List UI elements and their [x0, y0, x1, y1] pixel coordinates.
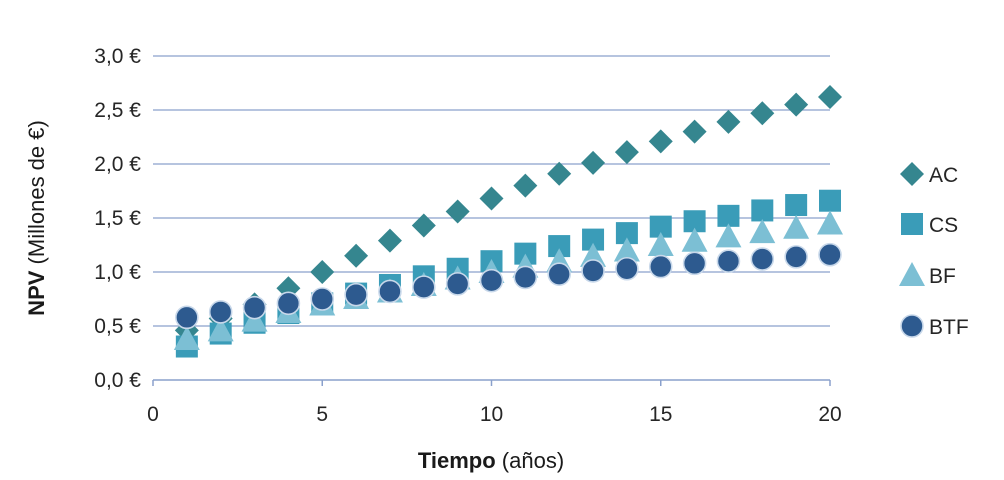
- point-cs: [717, 204, 740, 227]
- y-tick-label: 3,0 €: [94, 45, 141, 68]
- x-axis-title: Tiempo (años): [418, 448, 564, 473]
- point-ac: [682, 119, 707, 144]
- point-ac: [310, 260, 335, 284]
- series-bf: [173, 210, 843, 351]
- legend: AC CS BF BTF: [899, 162, 969, 339]
- point-btf: [310, 287, 335, 311]
- point-cs: [819, 189, 841, 212]
- point-cs: [615, 222, 638, 245]
- point-bf: [681, 227, 708, 252]
- legend-item-cs: CS: [901, 213, 958, 237]
- x-tick-label: 20: [818, 403, 841, 426]
- point-btf: [411, 275, 436, 299]
- y-tick-label: 0,5 €: [94, 315, 141, 338]
- point-btf: [818, 242, 842, 267]
- point-ac: [750, 101, 775, 126]
- point-ac: [547, 161, 572, 186]
- point-cs: [582, 228, 605, 251]
- y-tick-label: 1,5 €: [94, 207, 141, 230]
- x-tick-label: 0: [147, 403, 159, 426]
- point-ac: [784, 92, 809, 117]
- y-tick-label: 2,5 €: [94, 99, 141, 122]
- point-bf: [647, 232, 674, 257]
- point-cs: [649, 215, 672, 238]
- point-btf: [581, 259, 605, 283]
- legend-label: CS: [929, 214, 958, 237]
- point-bf: [173, 325, 200, 351]
- point-ac: [344, 243, 369, 268]
- point-bf: [207, 317, 234, 342]
- legend-marker-ac: [900, 162, 924, 186]
- point-ac: [479, 186, 504, 211]
- point-btf: [242, 295, 267, 320]
- x-tick-label: 5: [316, 403, 328, 426]
- point-bf: [715, 223, 742, 248]
- point-btf: [648, 254, 673, 279]
- point-ac: [648, 129, 673, 154]
- point-btf: [479, 268, 504, 293]
- y-axis-title: NPV (Millones de €): [24, 120, 49, 316]
- legend-label: AC: [929, 164, 958, 187]
- point-bf: [783, 214, 810, 239]
- series-ac: [174, 85, 842, 343]
- legend-marker-cs: [901, 213, 923, 235]
- point-bf: [817, 210, 843, 235]
- point-bf: [749, 219, 776, 244]
- x-axis-title-bold: Tiempo: [418, 448, 496, 473]
- point-ac: [411, 213, 436, 238]
- x-tick-label: 15: [649, 403, 672, 426]
- point-ac: [818, 85, 842, 110]
- data-series: [173, 85, 843, 358]
- point-btf: [175, 305, 199, 330]
- legend-label: BF: [929, 265, 956, 288]
- point-btf: [513, 265, 538, 290]
- point-btf: [208, 300, 233, 324]
- point-cs: [785, 194, 808, 217]
- point-cs: [683, 210, 706, 233]
- y-tick-label: 1,0 €: [94, 261, 141, 284]
- gridlines: [153, 55, 830, 327]
- tick-labels: 0,0 € 0,5 € 1,0 € 1,5 € 2,0 € 2,5 € 3,0 € 0 5 10 1…: [94, 45, 841, 426]
- legend-label: BTF: [929, 316, 969, 339]
- x-axis-title-rest: (años): [496, 448, 564, 473]
- point-btf: [547, 262, 572, 286]
- series-cs: [175, 189, 841, 358]
- legend-marker-bf: [899, 262, 925, 287]
- point-cs: [751, 199, 774, 222]
- axes: [152, 379, 831, 386]
- point-btf: [784, 245, 808, 269]
- legend-item-btf: BTF: [900, 314, 969, 339]
- point-bf: [241, 307, 268, 332]
- point-ac: [716, 109, 741, 134]
- y-axis-title-bold: NPV: [24, 270, 49, 316]
- point-btf: [445, 272, 470, 296]
- series-btf: [175, 242, 842, 330]
- y-tick-label: 2,0 €: [94, 153, 141, 176]
- point-bf: [613, 237, 640, 262]
- point-btf: [750, 247, 775, 271]
- point-ac: [377, 228, 402, 253]
- point-btf: [682, 251, 707, 276]
- legend-item-bf: BF: [899, 262, 956, 288]
- point-btf: [378, 279, 402, 304]
- point-cs: [548, 235, 571, 258]
- legend-marker-btf: [900, 314, 924, 338]
- x-tick-label: 10: [480, 403, 503, 426]
- point-ac: [513, 173, 538, 198]
- y-axis-title-rest: (Millones de €): [24, 120, 49, 270]
- point-ac: [581, 150, 606, 175]
- y-tick-label: 0,0 €: [94, 369, 141, 392]
- point-bf: [580, 242, 607, 267]
- point-btf: [344, 282, 368, 307]
- point-btf: [716, 249, 741, 274]
- legend-item-ac: AC: [900, 162, 958, 187]
- point-ac: [445, 199, 470, 224]
- point-ac: [614, 140, 639, 165]
- point-btf: [615, 256, 639, 281]
- point-btf: [276, 291, 301, 316]
